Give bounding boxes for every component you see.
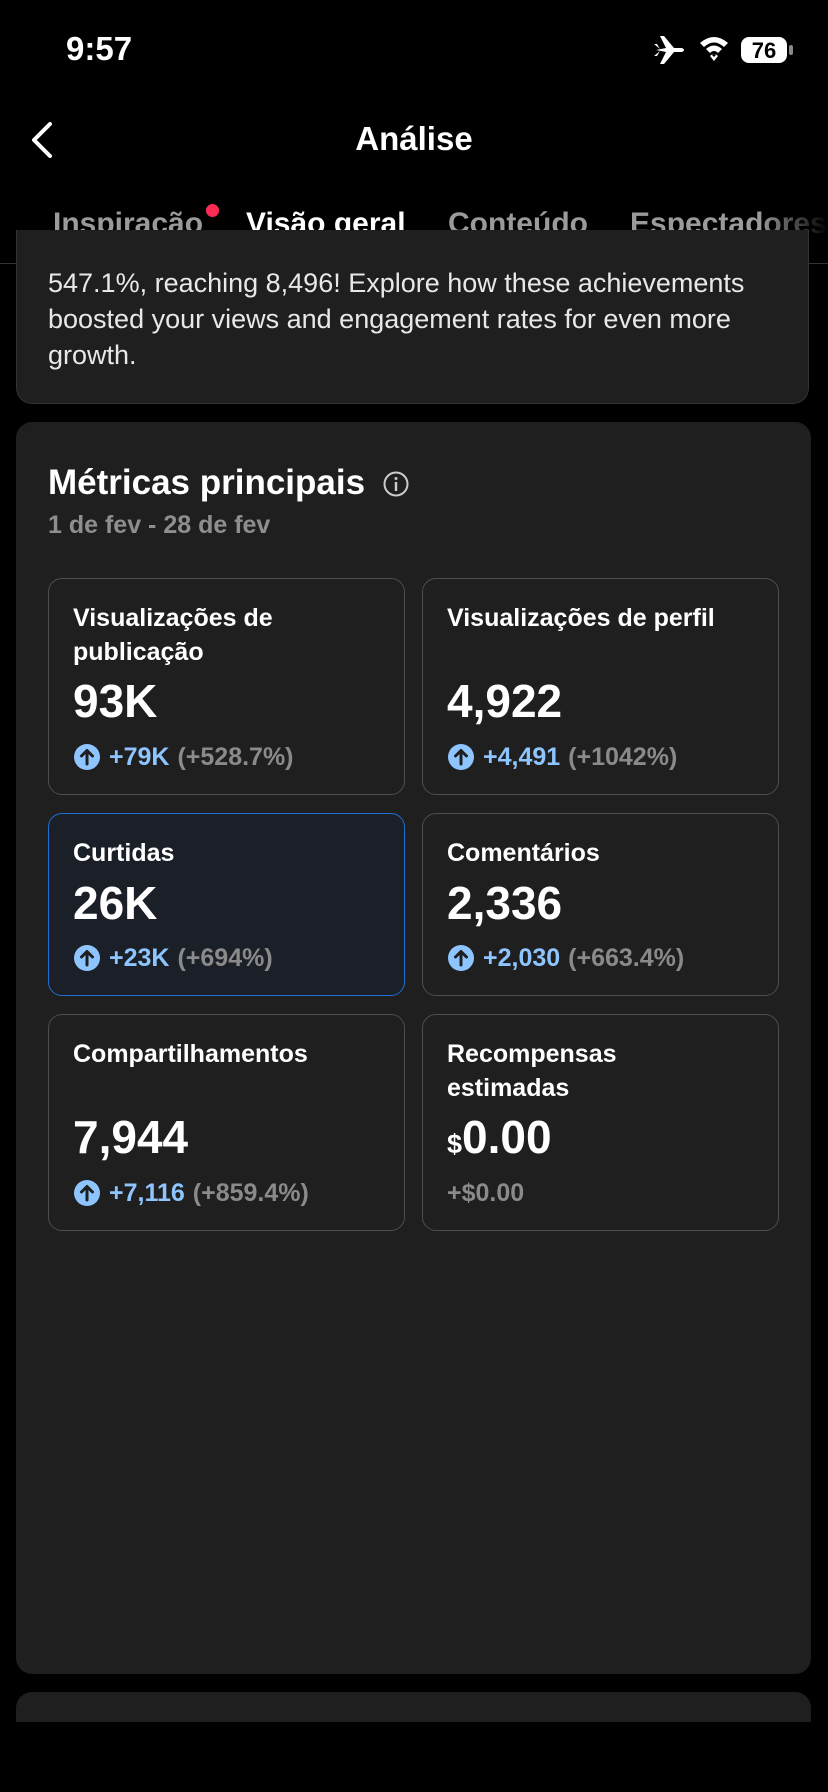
value: 93K: [73, 675, 158, 727]
change: +4,491: [483, 743, 561, 771]
metric-label: Compartilhamentos: [73, 1040, 308, 1068]
currency: $: [447, 1129, 463, 1159]
metric-change: +2,030 (+663.4%): [447, 943, 684, 973]
wifi-icon: [700, 37, 728, 61]
metric-change: +23K (+694%): [73, 943, 273, 973]
metric-label: Curtidas: [73, 839, 175, 867]
metric-change: +4,491 (+1042%): [447, 742, 677, 772]
metric-value: 7,944: [73, 1114, 188, 1160]
battery-tip: [789, 45, 793, 55]
up-arrow-icon: [448, 945, 474, 971]
change: +7,116: [109, 1179, 185, 1207]
metric-label: Comentários: [447, 839, 600, 867]
intro-card: [16, 230, 809, 404]
percent: (+694%): [177, 944, 273, 972]
metric-label: publicação: [73, 638, 204, 666]
value: 2,336: [447, 877, 563, 929]
change: +79K: [109, 743, 170, 771]
metrics-title: Métricas principais: [48, 463, 366, 502]
metric-label: Recompensas: [447, 1040, 617, 1068]
metric-value: 2,336: [447, 880, 562, 926]
intro-line: boosted your views and engagement rates …: [48, 304, 731, 334]
up-arrow-icon: [74, 744, 100, 770]
airplane-icon: [654, 36, 684, 64]
status-time: 9:57: [66, 30, 133, 67]
change: +2,030: [483, 944, 561, 972]
back-button[interactable]: [28, 120, 58, 160]
metric-change: +79K (+528.7%): [73, 742, 294, 772]
up-arrow-icon: [74, 1180, 100, 1206]
up-arrow-icon: [74, 945, 100, 971]
battery-level: 76: [752, 38, 776, 63]
percent: (+528.7%): [177, 743, 294, 771]
metric-value: 26K: [73, 880, 157, 926]
metric-card[interactable]: Visualizações de publicação 93K +79K (+528.7…: [48, 578, 405, 795]
metric-label: Visualizações de: [73, 604, 273, 632]
value: 0.00: [462, 1111, 552, 1163]
metric-label: estimadas: [447, 1074, 570, 1102]
notification-dot: [206, 204, 220, 217]
status-icons: 76: [654, 36, 793, 64]
percent: (+663.4%): [568, 944, 685, 972]
metric-label: Visualizações de perfil: [447, 604, 715, 632]
info-icon[interactable]: [382, 470, 410, 498]
percent: (+859.4%): [192, 1179, 309, 1207]
metric-change: +$0.00: [447, 1178, 524, 1208]
value: 7,944: [73, 1111, 189, 1163]
metric-card[interactable]: Comentários 2,336 +2,030 (+663.4%): [422, 813, 779, 996]
up-arrow-icon: [448, 744, 474, 770]
intro-line: growth.: [48, 340, 137, 370]
metric-card[interactable]: Curtidas 26K +23K (+694%): [48, 813, 405, 996]
metric-card[interactable]: Recompensas estimadas $0.00 +$0.00: [422, 1014, 779, 1231]
change: +23K: [109, 944, 170, 972]
value: 4,922: [447, 675, 563, 727]
page-title: Análise: [355, 120, 473, 157]
metric-value: 4,922: [447, 678, 562, 724]
metric-value: 93K: [73, 678, 157, 724]
percent: (+1042%): [568, 743, 678, 771]
value: 26K: [73, 877, 158, 929]
metric-change: +7,116 (+859.4%): [73, 1178, 309, 1208]
metric-card[interactable]: Compartilhamentos 7,944 +7,116 (+859.4%): [48, 1014, 405, 1231]
change: +$0.00: [447, 1179, 525, 1207]
metrics-date: 1 de fev - 28 de fev: [48, 511, 271, 539]
metric-card[interactable]: Visualizações de perfil 4,922 +4,491 (+1042…: [422, 578, 779, 795]
metric-value: $0.00: [447, 1114, 552, 1167]
battery-icon: [741, 37, 787, 63]
intro-line: 547.1%, reaching 8,496! Explore how thes…: [48, 268, 745, 298]
next-card: [16, 1692, 811, 1722]
